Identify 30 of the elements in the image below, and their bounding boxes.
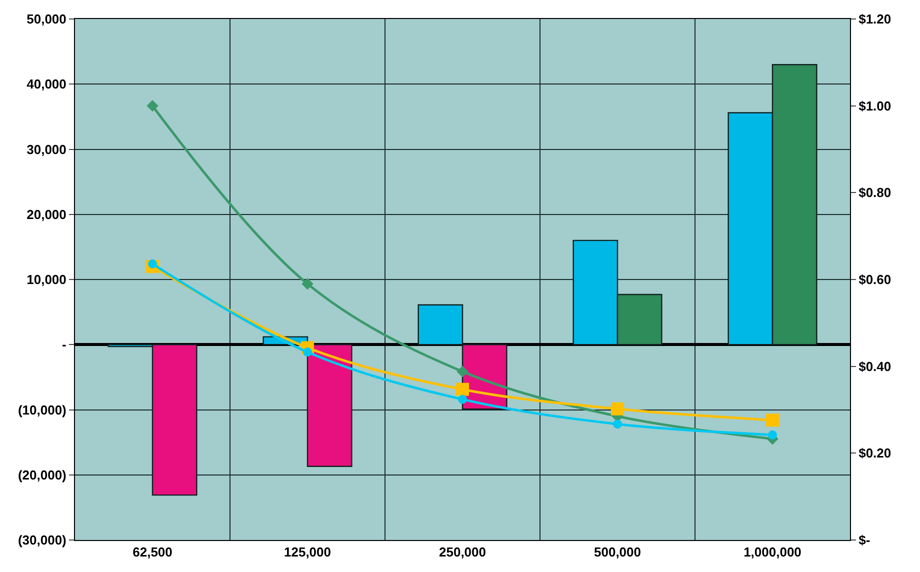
point	[302, 278, 314, 290]
point	[766, 414, 779, 427]
x-tick-label: 1,000,000	[744, 544, 802, 560]
y-tick-label: (30,000)	[18, 532, 66, 548]
y-tick-label: 50,000	[26, 12, 66, 27]
y-tick-label: 40,000	[26, 76, 66, 92]
point	[146, 100, 158, 112]
point	[458, 394, 467, 404]
y-tick-label: (20,000)	[18, 467, 66, 482]
x-tick-label: 500,000	[594, 544, 641, 560]
y-tick-label: (10,000)	[18, 402, 66, 418]
x-tick-label: 250,000	[439, 544, 486, 560]
point	[456, 382, 469, 396]
point	[456, 366, 468, 378]
y2-tick-label: $1.20	[858, 12, 892, 27]
y2-tick-label: $-	[858, 532, 870, 548]
y-tick-label: -	[62, 337, 66, 352]
point	[613, 420, 622, 429]
y-tick-label: 10,000	[26, 272, 66, 288]
point	[768, 430, 777, 440]
y2-tick-label: $1.00	[858, 98, 892, 114]
y2-tick-label: $0.20	[858, 446, 892, 461]
y2-tick-label: $0.80	[858, 185, 892, 200]
x-tick-label: 62,500	[132, 544, 172, 560]
y-tick-label: 30,000	[26, 142, 66, 157]
point	[611, 402, 624, 416]
y-tick-label: 20,000	[26, 206, 66, 222]
x-tick-label: 125,000	[284, 544, 331, 560]
y2-tick-label: $0.40	[858, 358, 892, 374]
y2-tick-label: $0.60	[858, 272, 892, 288]
